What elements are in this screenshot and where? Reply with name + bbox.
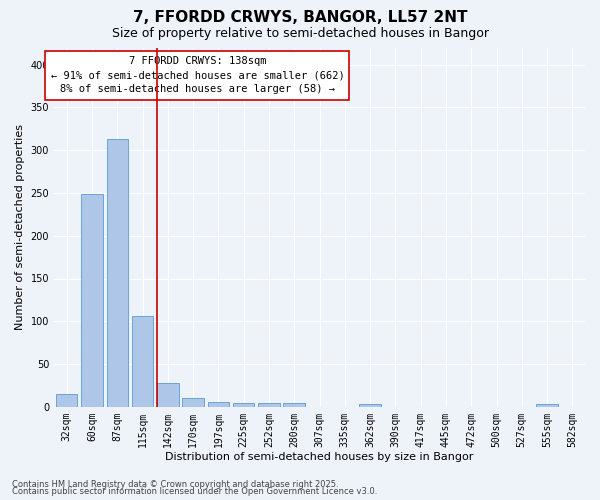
Text: Size of property relative to semi-detached houses in Bangor: Size of property relative to semi-detach…: [112, 28, 488, 40]
Bar: [157, 383, 179, 407]
Text: Contains public sector information licensed under the Open Government Licence v3: Contains public sector information licen…: [12, 487, 377, 496]
Bar: [182, 398, 204, 407]
Bar: [536, 404, 558, 407]
Y-axis label: Number of semi-detached properties: Number of semi-detached properties: [15, 124, 25, 330]
Bar: [359, 404, 381, 407]
Bar: [81, 194, 103, 407]
Text: Contains HM Land Registry data © Crown copyright and database right 2025.: Contains HM Land Registry data © Crown c…: [12, 480, 338, 489]
Bar: [258, 404, 280, 407]
Bar: [132, 316, 153, 407]
Bar: [56, 394, 77, 407]
X-axis label: Distribution of semi-detached houses by size in Bangor: Distribution of semi-detached houses by …: [166, 452, 474, 462]
Bar: [233, 404, 254, 407]
Text: 7 FFORDD CRWYS: 138sqm
← 91% of semi-detached houses are smaller (662)
8% of sem: 7 FFORDD CRWYS: 138sqm ← 91% of semi-det…: [50, 56, 344, 94]
Bar: [107, 139, 128, 407]
Bar: [208, 402, 229, 407]
Bar: [283, 404, 305, 407]
Text: 7, FFORDD CRWYS, BANGOR, LL57 2NT: 7, FFORDD CRWYS, BANGOR, LL57 2NT: [133, 10, 467, 25]
